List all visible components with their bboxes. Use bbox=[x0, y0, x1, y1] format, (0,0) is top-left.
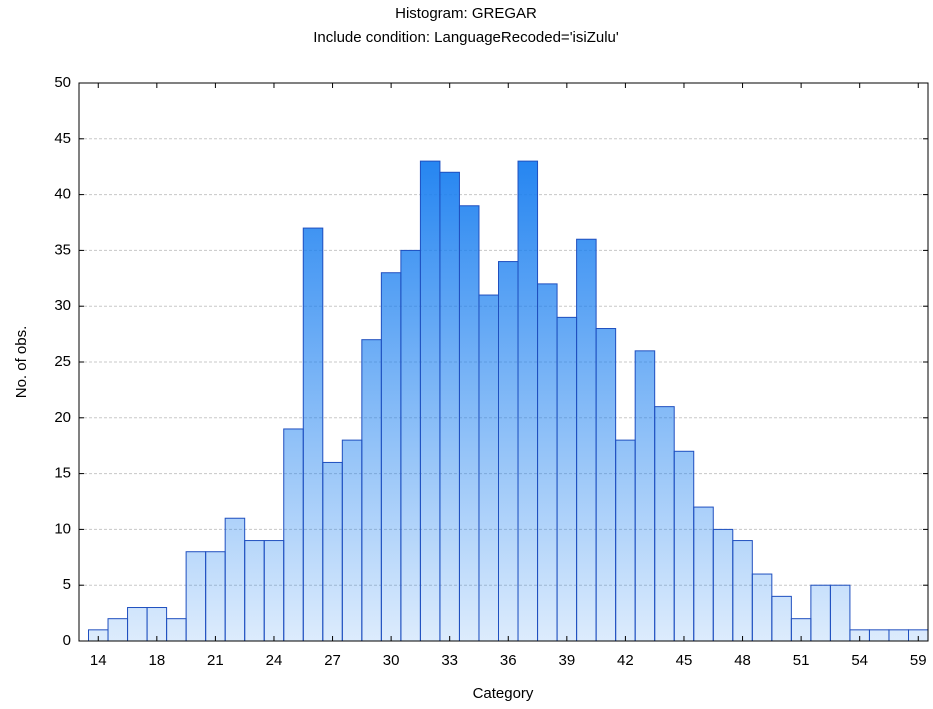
bar bbox=[224, 517, 246, 642]
x-tick-label: 54 bbox=[851, 652, 868, 669]
bar bbox=[166, 618, 187, 642]
bar bbox=[302, 227, 324, 642]
bar bbox=[673, 450, 695, 642]
bar bbox=[498, 261, 519, 642]
x-tick-label: 42 bbox=[617, 652, 634, 669]
bar bbox=[263, 540, 285, 642]
x-tick-label: 21 bbox=[207, 652, 224, 669]
y-tick-label: 5 bbox=[63, 576, 71, 593]
bar bbox=[146, 607, 168, 642]
bar bbox=[771, 595, 792, 642]
x-tick-label: 51 bbox=[793, 652, 810, 669]
bar bbox=[380, 272, 402, 642]
bar bbox=[634, 350, 656, 642]
bar bbox=[341, 439, 363, 642]
bar bbox=[400, 249, 421, 642]
x-tick-label: 24 bbox=[266, 652, 283, 669]
x-tick-label: 59 bbox=[910, 652, 927, 669]
bar bbox=[810, 584, 831, 642]
x-tick-label: 18 bbox=[148, 652, 165, 669]
x-tick-label: 27 bbox=[324, 652, 341, 669]
bar bbox=[576, 238, 597, 642]
y-tick-label: 50 bbox=[54, 74, 71, 91]
x-tick-label: 14 bbox=[90, 652, 107, 669]
bar bbox=[751, 573, 773, 642]
x-tick-label: 36 bbox=[500, 652, 517, 669]
x-tick-label: 45 bbox=[676, 652, 693, 669]
bar bbox=[127, 607, 148, 642]
bar bbox=[595, 328, 617, 642]
bar bbox=[244, 540, 265, 642]
x-tick-label: 33 bbox=[441, 652, 458, 669]
x-tick-label: 30 bbox=[383, 652, 400, 669]
bar bbox=[361, 339, 382, 642]
x-tick-label: 39 bbox=[558, 652, 575, 669]
y-tick-label: 25 bbox=[54, 353, 71, 370]
bar bbox=[693, 506, 714, 642]
plot-frame bbox=[78, 82, 929, 642]
bar bbox=[537, 283, 558, 642]
bar bbox=[732, 540, 753, 642]
bar bbox=[419, 160, 441, 642]
bar bbox=[205, 551, 226, 642]
bar bbox=[458, 205, 480, 642]
x-axis-label: Category bbox=[473, 685, 534, 702]
bar bbox=[185, 551, 207, 642]
bar bbox=[868, 629, 890, 642]
bar bbox=[283, 428, 304, 642]
y-tick-label: 40 bbox=[54, 186, 71, 203]
bar bbox=[517, 160, 539, 642]
y-tick-label: 15 bbox=[54, 465, 71, 482]
y-tick-label: 20 bbox=[54, 409, 71, 426]
chart-title: Histogram: GREGAR bbox=[395, 5, 537, 22]
bar bbox=[439, 171, 460, 642]
chart-subtitle: Include condition: LanguageRecoded='isiZ… bbox=[313, 29, 619, 46]
bar bbox=[712, 528, 734, 642]
y-tick-label: 45 bbox=[54, 130, 71, 147]
y-tick-label: 10 bbox=[54, 520, 71, 537]
bar bbox=[654, 406, 675, 642]
bar bbox=[888, 629, 910, 642]
x-tick-label: 48 bbox=[734, 652, 751, 669]
bar bbox=[322, 461, 343, 642]
y-tick-label: 35 bbox=[54, 241, 71, 258]
bar bbox=[829, 584, 851, 642]
bar bbox=[556, 316, 578, 642]
bar bbox=[478, 294, 500, 642]
y-axis-label: No. of obs. bbox=[13, 326, 30, 399]
y-tick-label: 30 bbox=[54, 297, 71, 314]
bar bbox=[615, 439, 636, 642]
bar bbox=[107, 618, 129, 642]
y-tick-label: 0 bbox=[63, 632, 71, 649]
